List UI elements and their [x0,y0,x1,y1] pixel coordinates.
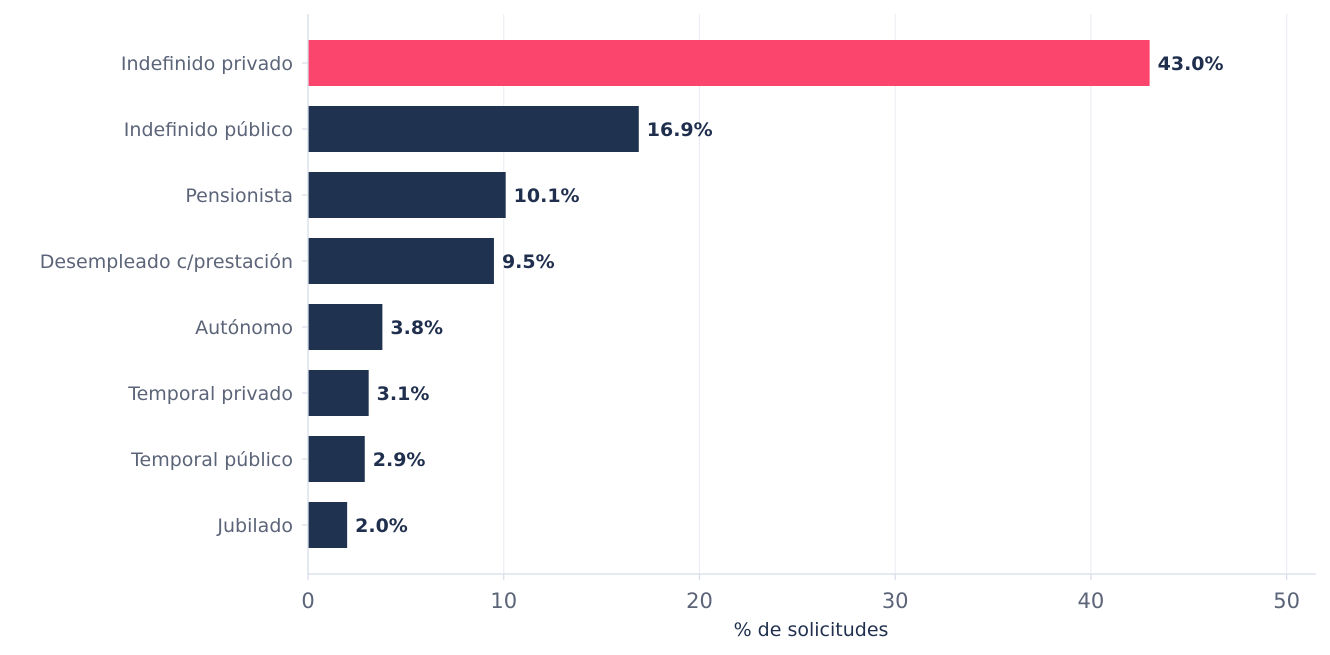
bar [308,502,348,548]
bar [308,238,494,284]
labels: 0 10 20 30 40 50 Indefinido privado 43.0% Indefi… [40,53,1300,613]
bar-highlight [308,40,1150,86]
category-label: Pensionista [185,185,293,207]
value-label: 43.0% [1158,53,1224,75]
x-tick-label: 0 [301,589,314,613]
category-label: Temporal público [130,449,293,471]
x-tick-label: 40 [1078,589,1105,613]
bar [308,370,369,416]
value-label: 16.9% [647,119,713,141]
bar [308,172,506,218]
category-label: Temporal privado [127,383,293,405]
x-tick-label: 10 [490,589,517,613]
axes [302,14,1316,580]
category-label: Desempleado c/prestación [40,251,293,273]
x-axis-title: % de solicitudes [734,619,889,641]
value-label: 2.9% [373,449,426,471]
bar [308,304,383,350]
value-label: 3.1% [377,383,430,405]
x-tick-label: 20 [686,589,713,613]
category-label: Indefinido privado [121,53,293,75]
bars [308,40,1150,548]
grid-lines [503,14,1288,574]
value-label: 3.8% [390,317,443,339]
x-tick-label: 30 [882,589,909,613]
value-label: 10.1% [514,185,580,207]
bar [308,106,639,152]
category-label: Autónomo [195,317,293,339]
category-label: Indefinido público [124,119,293,141]
x-tick-label: 50 [1273,589,1300,613]
bar [308,436,365,482]
value-label: 9.5% [502,251,555,273]
value-label: 2.0% [355,515,408,537]
category-label: Jubilado [216,515,293,537]
